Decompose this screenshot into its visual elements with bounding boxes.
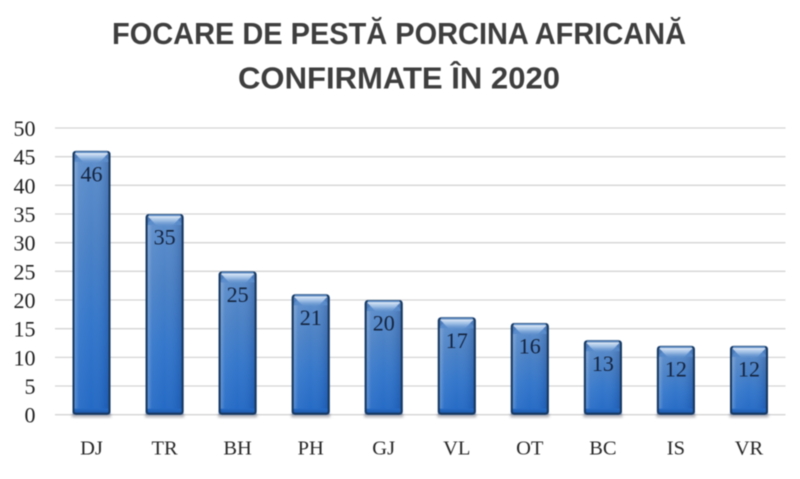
- svg-text:25: 25: [14, 259, 36, 284]
- svg-text:17: 17: [446, 328, 468, 353]
- svg-text:TR: TR: [151, 438, 178, 460]
- svg-text:21: 21: [300, 305, 322, 330]
- svg-text:35: 35: [14, 202, 36, 227]
- svg-text:12: 12: [665, 357, 687, 382]
- svg-text:20: 20: [14, 288, 36, 313]
- svg-text:CONFIRMATE ÎN 2020: CONFIRMATE ÎN 2020: [238, 59, 560, 95]
- svg-text:10: 10: [14, 345, 36, 370]
- svg-text:0: 0: [25, 403, 36, 428]
- svg-text:25: 25: [227, 282, 249, 307]
- svg-text:30: 30: [14, 231, 36, 256]
- svg-text:BC: BC: [589, 438, 616, 460]
- svg-text:5: 5: [25, 374, 36, 399]
- svg-text:VR: VR: [735, 438, 764, 460]
- svg-text:OT: OT: [516, 438, 544, 460]
- svg-text:50: 50: [14, 116, 36, 141]
- svg-text:PH: PH: [298, 438, 324, 460]
- svg-text:13: 13: [592, 351, 614, 376]
- svg-text:IS: IS: [667, 438, 685, 460]
- svg-text:40: 40: [14, 173, 36, 198]
- svg-text:VL: VL: [443, 438, 470, 460]
- svg-text:35: 35: [154, 225, 176, 250]
- svg-text:GJ: GJ: [372, 438, 395, 460]
- svg-text:20: 20: [373, 311, 395, 336]
- svg-text:15: 15: [14, 317, 36, 342]
- svg-text:DJ: DJ: [80, 438, 103, 460]
- svg-text:45: 45: [14, 145, 36, 170]
- svg-text:FOCARE DE PESTĂ PORCINA AFRICA: FOCARE DE PESTĂ PORCINA AFRICANĂ: [112, 16, 686, 51]
- svg-text:46: 46: [81, 162, 103, 187]
- svg-text:12: 12: [738, 357, 760, 382]
- svg-text:16: 16: [519, 334, 541, 359]
- svg-text:BH: BH: [223, 438, 252, 460]
